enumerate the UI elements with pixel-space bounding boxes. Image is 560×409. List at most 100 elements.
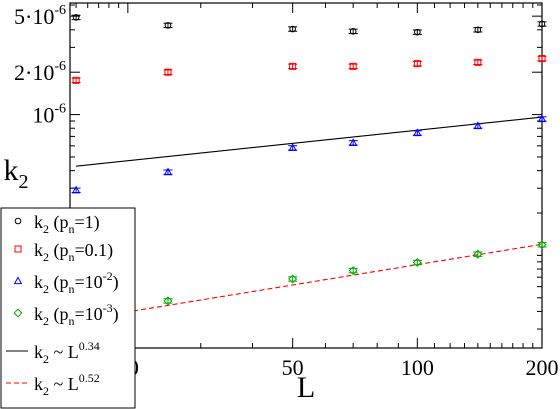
legend-k: k bbox=[34, 304, 43, 324]
data-point bbox=[164, 68, 172, 76]
legend-k: k bbox=[34, 240, 43, 260]
y-tick-label-exp: -6 bbox=[54, 59, 66, 74]
data-point bbox=[474, 26, 482, 34]
data-point bbox=[72, 76, 80, 84]
legend-mid: ~ L bbox=[49, 342, 79, 362]
legend-sup: 0.52 bbox=[79, 371, 100, 385]
legend-k: k bbox=[34, 342, 43, 362]
y-axis-title-base: k bbox=[4, 154, 19, 187]
x-axis-title: L bbox=[297, 371, 315, 404]
data-point bbox=[474, 58, 482, 66]
data-point bbox=[537, 240, 547, 250]
y-tick-label-base: 5·10 bbox=[14, 4, 54, 29]
y-axis-title-group: k2 bbox=[4, 154, 29, 193]
legend-sub: 2 bbox=[43, 352, 49, 366]
legend-open: (p bbox=[49, 240, 69, 261]
legend-entry: k2 (pn=10-2) bbox=[13, 269, 119, 296]
data-point bbox=[349, 28, 357, 35]
data-point bbox=[412, 258, 422, 268]
legend-sub: 2 bbox=[43, 250, 49, 264]
y-tick-label: 5·10-6 bbox=[14, 3, 66, 29]
data-point bbox=[289, 25, 296, 33]
legend-marker bbox=[13, 276, 23, 285]
legend-box bbox=[0, 207, 136, 409]
y-tick-label-base: 2·10 bbox=[14, 60, 54, 85]
legend-sub: 2 bbox=[43, 314, 49, 328]
legend-marker bbox=[14, 245, 22, 253]
legend-val: =0.1) bbox=[75, 240, 114, 261]
legend-sub: 2 bbox=[43, 384, 49, 398]
series-circle bbox=[71, 14, 547, 36]
data-point bbox=[163, 167, 173, 176]
legend-sub: 2 bbox=[43, 282, 49, 296]
y-tick-label-exp: -6 bbox=[54, 3, 66, 18]
data-point bbox=[163, 296, 173, 306]
data-point bbox=[164, 22, 172, 29]
series-diamond bbox=[163, 240, 547, 306]
legend-entry: k2 (pn=0.1) bbox=[14, 240, 113, 264]
y-axis-title-sub: 2 bbox=[19, 171, 29, 193]
legend-k: k bbox=[34, 374, 43, 394]
legend-label: k2 (pn=10-2) bbox=[34, 269, 119, 296]
legend-sub: n bbox=[69, 222, 75, 236]
legend-label: k2 ~ L0.34 bbox=[34, 339, 100, 366]
legend-val: =10 bbox=[75, 304, 103, 324]
y-tick-label-exp: -6 bbox=[54, 102, 66, 117]
x-tick-label: 50 bbox=[282, 355, 304, 380]
series-triangle bbox=[71, 114, 547, 194]
data-point bbox=[348, 138, 358, 146]
data-point bbox=[537, 114, 547, 123]
legend-sup: 0.34 bbox=[79, 339, 100, 353]
series-square bbox=[71, 55, 547, 84]
legend-label: k2 ~ L0.52 bbox=[34, 371, 100, 398]
legend-open: (p bbox=[49, 272, 69, 293]
legend-marker bbox=[14, 217, 22, 225]
legend-k: k bbox=[34, 212, 43, 232]
data-point bbox=[349, 62, 357, 70]
plot-area-border bbox=[69, 2, 543, 349]
legend-entry: k2 (pn=10-3) bbox=[13, 301, 119, 328]
y-tick-label-base: 10 bbox=[32, 103, 54, 128]
legend-entry: k2 (pn=1) bbox=[14, 212, 100, 236]
data-point bbox=[289, 62, 297, 70]
legend-k: k bbox=[34, 272, 43, 292]
data-point bbox=[473, 249, 483, 259]
x-axis-title-group: L bbox=[297, 371, 315, 404]
legend-open: (p bbox=[49, 212, 69, 233]
legend-sup: -3 bbox=[103, 301, 113, 315]
fit-line bbox=[76, 116, 543, 167]
data-point bbox=[413, 128, 422, 137]
legend-sup: -2 bbox=[103, 269, 113, 283]
plot-frame bbox=[69, 2, 543, 349]
y-tick-label: 10-6 bbox=[32, 102, 66, 128]
legend-marker bbox=[13, 308, 23, 318]
data-point bbox=[71, 185, 81, 194]
legend-entry: k2 ~ L0.52 bbox=[6, 371, 100, 398]
legend-label: k2 (pn=0.1) bbox=[34, 240, 113, 264]
y-tick-label: 2·10-6 bbox=[14, 59, 66, 85]
x-tick-label: 100 bbox=[401, 355, 434, 380]
data-point bbox=[288, 143, 297, 151]
data-point bbox=[473, 121, 483, 130]
data-point bbox=[414, 28, 421, 36]
legend-sub: n bbox=[69, 250, 75, 264]
data-marks bbox=[71, 14, 547, 306]
legend-sub: 2 bbox=[43, 222, 49, 236]
y-axis-title: k2 bbox=[4, 154, 29, 193]
legend-close: ) bbox=[113, 304, 119, 325]
legend-open: (p bbox=[49, 304, 69, 325]
legend-label: k2 (pn=1) bbox=[34, 212, 100, 236]
legend-sub: n bbox=[69, 282, 75, 296]
data-point bbox=[413, 60, 421, 68]
data-point bbox=[538, 55, 546, 63]
data-point bbox=[288, 274, 298, 284]
data-point bbox=[348, 266, 358, 276]
legend-val: =10 bbox=[75, 272, 103, 292]
legend-val: =1) bbox=[75, 212, 100, 233]
legend-close: ) bbox=[113, 272, 119, 293]
legend-sub: n bbox=[69, 314, 75, 328]
data-point bbox=[72, 14, 80, 21]
data-point bbox=[538, 20, 546, 28]
legend: k2 (pn=1)k2 (pn=0.1)k2 (pn=10-2)k2 (pn=1… bbox=[0, 207, 136, 409]
